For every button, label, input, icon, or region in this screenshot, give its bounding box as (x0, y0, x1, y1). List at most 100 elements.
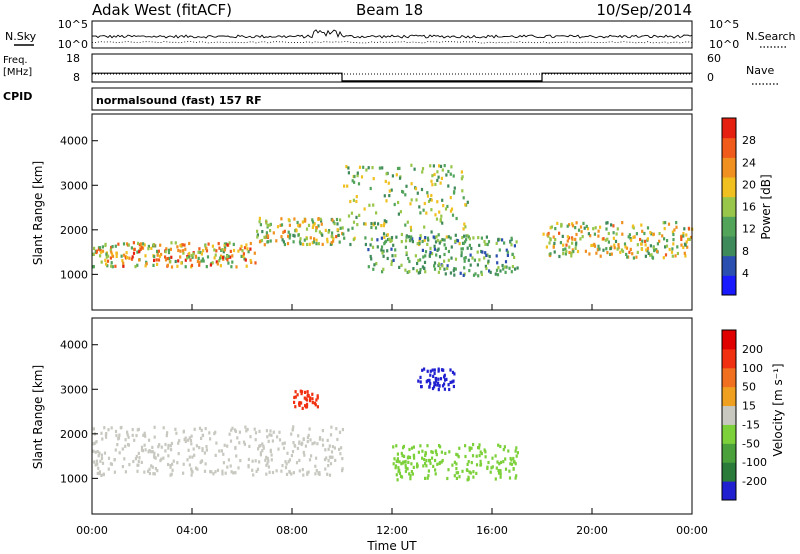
heatmap-cell (464, 444, 467, 448)
heatmap-cell (502, 448, 505, 452)
heatmap-cell (447, 169, 450, 174)
heatmap-cell (131, 433, 134, 437)
heatmap-cell (105, 262, 108, 266)
heatmap-cell (496, 460, 499, 464)
heatmap-cell (419, 268, 422, 272)
heatmap-cell (461, 175, 464, 179)
heatmap-cell (298, 458, 301, 462)
heatmap-cell (360, 175, 364, 179)
heatmap-cell (299, 223, 302, 227)
heatmap-cell (195, 444, 198, 448)
heatmap-cell (207, 242, 210, 246)
heatmap-cell (393, 457, 396, 461)
heatmap-cell (152, 472, 155, 476)
heatmap-cell (487, 460, 490, 465)
heatmap-cell (429, 369, 432, 373)
heatmap-cell (441, 368, 444, 372)
heatmap-cell (395, 459, 398, 463)
heatmap-cell (283, 441, 286, 445)
heatmap-cell (136, 469, 139, 473)
heatmap-cell (410, 470, 413, 474)
heatmap-cell (267, 439, 270, 443)
heatmap-cell (497, 237, 500, 241)
colorbar-swatch (722, 275, 736, 296)
heatmap-cell (468, 446, 471, 450)
heatmap-cell (398, 176, 402, 180)
heatmap-cell (304, 404, 307, 408)
heatmap-cell (668, 247, 671, 252)
heatmap-cell (201, 459, 204, 463)
heatmap-cell (140, 460, 143, 464)
heatmap-cell (367, 166, 370, 170)
heatmap-cell (644, 254, 647, 258)
heatmap-cell (497, 266, 500, 270)
heatmap-cell (282, 230, 285, 234)
heatmap-cell (167, 446, 170, 450)
colorbar-swatch (722, 405, 736, 425)
heatmap-cell (436, 200, 439, 204)
heatmap-cell (203, 451, 206, 455)
heatmap-cell (624, 245, 627, 249)
heatmap-cell (290, 454, 293, 458)
heatmap-cell (450, 165, 453, 169)
heatmap-cell (105, 252, 108, 256)
colorbar-swatch (722, 481, 736, 501)
heatmap-cell (167, 462, 170, 467)
heatmap-cell (460, 177, 463, 181)
heatmap-cell (118, 433, 121, 437)
heatmap-cell (605, 247, 608, 251)
heatmap-cell (302, 242, 305, 246)
heatmap-cell (153, 258, 156, 262)
heatmap-cell (169, 247, 172, 251)
heatmap-cell (672, 238, 675, 242)
heatmap-cell (431, 386, 435, 391)
heatmap-cell (425, 464, 428, 468)
heatmap-cell (300, 401, 303, 405)
heatmap-cell (122, 261, 125, 265)
heatmap-cell (431, 368, 434, 372)
heatmap-cell (351, 179, 354, 183)
heatmap-cell (449, 271, 452, 275)
colorbar-swatch (722, 443, 736, 463)
heatmap-cell (409, 236, 413, 240)
heatmap-cell (433, 244, 436, 248)
heatmap-cell (134, 265, 137, 269)
heatmap-cell (561, 234, 564, 238)
heatmap-cell (363, 207, 366, 211)
heatmap-cell (404, 193, 407, 197)
heatmap-cell (455, 467, 458, 471)
heatmap-cell (483, 448, 486, 452)
heatmap-cell (387, 181, 390, 185)
heatmap-cell (375, 211, 378, 215)
heatmap-cell (153, 254, 156, 259)
heatmap-cell (251, 459, 254, 463)
heatmap-cell (419, 444, 422, 448)
heatmap-cell (243, 246, 247, 250)
heatmap-cell (223, 248, 226, 252)
heatmap-cell (424, 453, 427, 457)
heatmap-cell (683, 227, 686, 231)
heatmap-cell (458, 242, 461, 246)
heatmap-cell (301, 390, 304, 394)
heatmap-cell (489, 470, 492, 474)
heatmap-cell (389, 239, 392, 243)
heatmap-cell (499, 472, 502, 476)
heatmap-cell (424, 236, 427, 240)
heatmap-cell (443, 373, 446, 377)
heatmap-cell (231, 260, 234, 264)
heatmap-cell (412, 465, 415, 469)
heatmap-cell (383, 221, 386, 226)
heatmap-cell (211, 261, 214, 265)
heatmap-cell (568, 223, 571, 227)
heatmap-cell (421, 449, 424, 453)
heatmap-cell (552, 245, 555, 249)
heatmap-cell (349, 199, 352, 204)
heatmap-cell (313, 237, 316, 241)
heatmap-cell (324, 467, 327, 471)
heatmap-cell (426, 242, 429, 246)
heatmap-cell (181, 249, 185, 253)
heatmap-cell (593, 232, 596, 236)
heatmap-cell (136, 463, 139, 467)
heatmap-cell (471, 454, 475, 458)
heatmap-cell (347, 214, 351, 218)
